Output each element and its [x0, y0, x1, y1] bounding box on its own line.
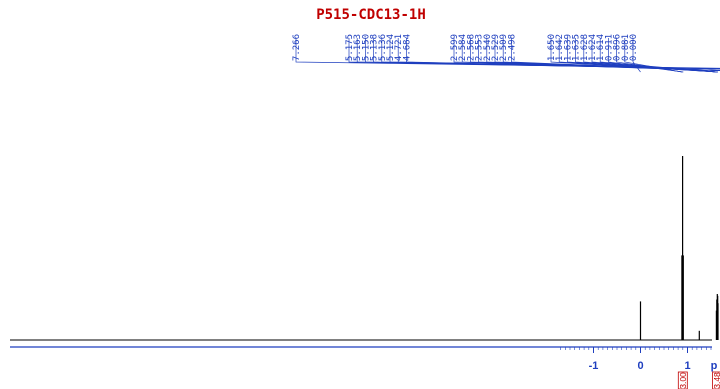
- peak-shift-label: 2.568: [466, 34, 476, 61]
- peak-shift-label: 2.599: [450, 34, 460, 61]
- tick-label: 0: [637, 360, 643, 372]
- peak-shift-label: 4.684: [402, 34, 412, 61]
- peak-leader: [365, 38, 720, 70]
- peak-shift-label: 5.124: [386, 34, 396, 61]
- peak-shift-label: 0.911: [604, 34, 614, 61]
- peak-shift-label: 5.138: [370, 34, 380, 61]
- tick-label: -1: [589, 360, 599, 372]
- svg-text:3.00: 3.00: [678, 372, 688, 389]
- peak-shift-label: 1.639: [563, 34, 573, 61]
- peak-shift-label: 5.163: [353, 34, 363, 61]
- peak-shift-label: 5.136: [378, 34, 388, 61]
- integral-labels: 1.052.163.483.00: [678, 371, 720, 389]
- peak-shift-label: 2.584: [458, 34, 468, 61]
- peak-shift-label: 1.624: [588, 34, 598, 61]
- peak-leader: [599, 38, 717, 73]
- peak-shift-label: -0.000: [629, 34, 639, 67]
- peak-label-group: 7.266 5.1755.1635.1505.1385.1365.1244.721…: [292, 34, 639, 67]
- peak-shift-label: 5.150: [361, 34, 371, 61]
- peak-shift-label: 2.553: [475, 34, 485, 61]
- peak-leader-lines: [295, 38, 720, 73]
- peak-leader: [632, 38, 641, 73]
- peak-shift-label: 2.509: [499, 34, 509, 61]
- svg-text:3.48: 3.48: [712, 372, 720, 389]
- tick-label: 1: [684, 360, 690, 372]
- peak-shift-label: 1.628: [580, 34, 590, 61]
- peak-shift-label: 0.896: [613, 34, 623, 61]
- peak-shift-label: 4.721: [394, 34, 404, 61]
- peak-shift-label: 1.642: [555, 34, 565, 61]
- peak-leader: [616, 38, 683, 73]
- integral-label: 3.00: [678, 371, 688, 389]
- peak-shift-label: 2.540: [483, 34, 493, 61]
- spectrum-trace: [10, 156, 719, 341]
- x-axis-label: p: [711, 360, 718, 372]
- x-axis-ticks: 131211109876543210-1: [560, 347, 712, 372]
- peak-leader: [624, 38, 682, 73]
- peak-shift-label: 1.614: [596, 34, 606, 61]
- peak-shift-label: 1.650: [547, 34, 557, 61]
- peak-leader: [406, 38, 720, 70]
- peak-shift-label: 0.881: [621, 34, 631, 61]
- chart-title: P515-CDC13-1H: [316, 7, 426, 23]
- peak-leader: [295, 38, 720, 69]
- integral-label: 3.48: [712, 371, 720, 389]
- peak-shift-label: 2.498: [507, 34, 517, 61]
- peak-shift-label: 2.529: [491, 34, 501, 61]
- peak-shift-label: 7.266: [292, 34, 302, 61]
- peak-shift-label: 5.175: [345, 34, 355, 61]
- peak-shift-label: 1.635: [572, 34, 582, 61]
